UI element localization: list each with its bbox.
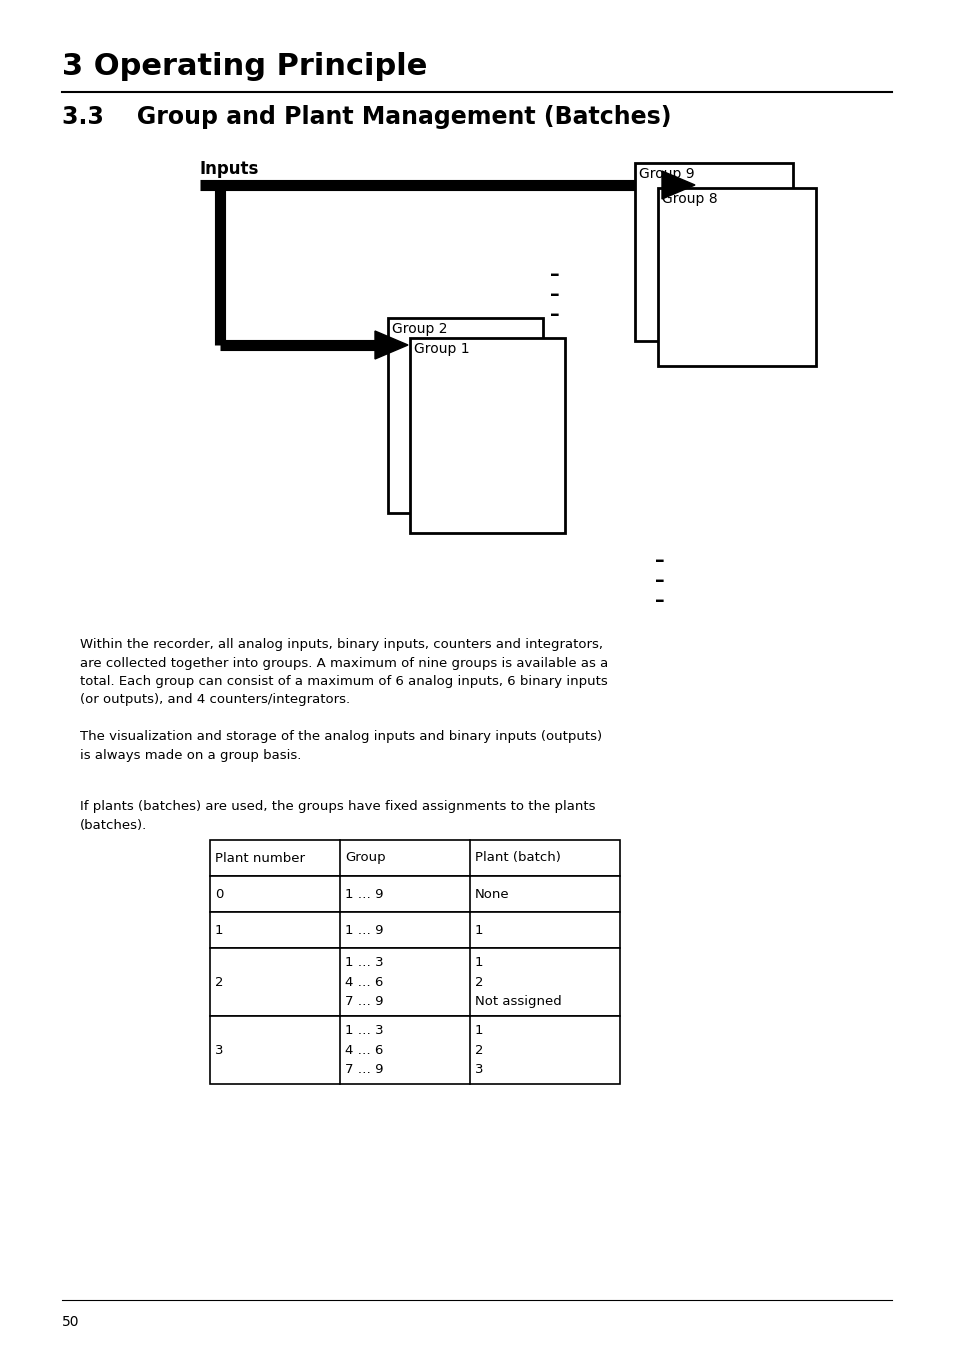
Text: –: – (550, 266, 559, 285)
Text: Within the recorder, all analog inputs, binary inputs, counters and integrators,: Within the recorder, all analog inputs, … (80, 639, 608, 706)
Text: –: – (550, 305, 559, 324)
Text: 1 … 3: 1 … 3 (345, 1025, 383, 1037)
Text: 4 … 6: 4 … 6 (345, 1044, 383, 1057)
Text: –: – (550, 285, 559, 305)
Text: –: – (655, 571, 664, 590)
Text: 1: 1 (475, 1025, 483, 1037)
Text: 1: 1 (475, 923, 483, 937)
Bar (210, 876, 619, 913)
Text: If plants (batches) are used, the groups have fixed assignments to the plants
(b: If plants (batches) are used, the groups… (80, 801, 595, 832)
Text: –: – (655, 551, 664, 570)
Bar (388, 319, 542, 513)
Text: 1 … 3: 1 … 3 (345, 956, 383, 969)
Text: 2: 2 (214, 976, 223, 988)
Text: Group 2: Group 2 (392, 323, 447, 336)
Bar (410, 338, 564, 533)
Text: 4 … 6: 4 … 6 (345, 976, 383, 988)
Bar (210, 948, 619, 1017)
Text: 1: 1 (214, 923, 223, 937)
Text: –: – (655, 590, 664, 609)
Text: 7 … 9: 7 … 9 (345, 1062, 383, 1076)
Text: 2: 2 (475, 976, 483, 988)
Polygon shape (661, 171, 695, 198)
Text: Group 1: Group 1 (414, 342, 469, 356)
Bar (210, 840, 619, 876)
Text: 7 … 9: 7 … 9 (345, 995, 383, 1008)
Text: 0: 0 (214, 887, 223, 900)
Text: 2: 2 (475, 1044, 483, 1057)
Text: Group: Group (345, 852, 385, 864)
Text: Plant (batch): Plant (batch) (475, 852, 560, 864)
Polygon shape (375, 331, 408, 359)
Text: Inputs: Inputs (200, 161, 259, 178)
Text: The visualization and storage of the analog inputs and binary inputs (outputs)
i: The visualization and storage of the ana… (80, 730, 601, 761)
Bar (658, 188, 815, 366)
Text: 1 … 9: 1 … 9 (345, 923, 383, 937)
Text: Group 9: Group 9 (639, 167, 694, 181)
Text: 3: 3 (214, 1044, 223, 1057)
Text: 3 Operating Principle: 3 Operating Principle (62, 53, 427, 81)
Bar (210, 1017, 619, 1084)
Text: Plant number: Plant number (214, 852, 305, 864)
Text: 3.3    Group and Plant Management (Batches): 3.3 Group and Plant Management (Batches) (62, 105, 671, 130)
Bar (635, 163, 792, 342)
Text: Not assigned: Not assigned (475, 995, 561, 1008)
Text: Group 8: Group 8 (661, 192, 717, 207)
Text: 50: 50 (62, 1315, 79, 1328)
Bar (210, 913, 619, 948)
Text: 1 … 9: 1 … 9 (345, 887, 383, 900)
Text: 3: 3 (475, 1062, 483, 1076)
Text: 1: 1 (475, 956, 483, 969)
Text: None: None (475, 887, 509, 900)
